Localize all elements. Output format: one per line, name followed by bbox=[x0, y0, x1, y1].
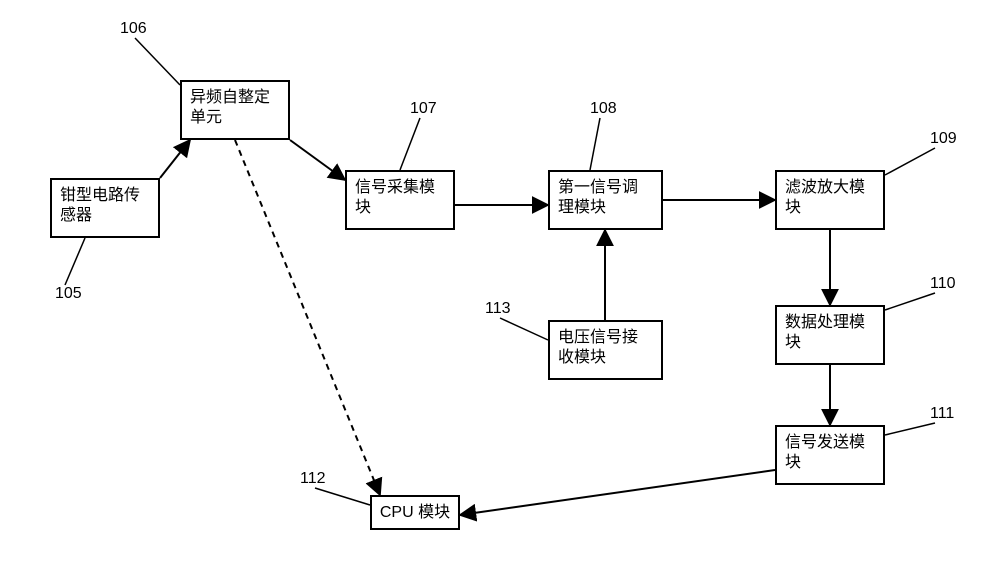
leader-line bbox=[65, 238, 85, 285]
callout-110: 110 bbox=[930, 275, 956, 293]
node-109: 滤波放大模块 bbox=[775, 170, 885, 230]
node-110: 数据处理模块 bbox=[775, 305, 885, 365]
callout-113: 113 bbox=[485, 300, 511, 318]
diagram-canvas: 钳型电路传感器 异频自整定单元 信号采集模块 第一信号调理模块 滤波放大模块 数… bbox=[0, 0, 1000, 576]
callout-111: 111 bbox=[930, 405, 954, 423]
edges-layer bbox=[0, 0, 1000, 576]
callout-108: 108 bbox=[590, 100, 617, 118]
node-label: 异频自整定单元 bbox=[190, 88, 280, 128]
callout-106: 106 bbox=[120, 20, 147, 38]
node-label: CPU 模块 bbox=[380, 503, 450, 523]
node-label: 钳型电路传感器 bbox=[60, 186, 150, 226]
leader-line bbox=[885, 148, 935, 175]
node-111: 信号发送模块 bbox=[775, 425, 885, 485]
node-label: 第一信号调理模块 bbox=[558, 178, 653, 218]
node-107: 信号采集模块 bbox=[345, 170, 455, 230]
edge bbox=[460, 470, 775, 515]
callout-107: 107 bbox=[410, 100, 437, 118]
edge bbox=[160, 140, 190, 178]
leader-line bbox=[400, 118, 420, 170]
callout-105: 105 bbox=[55, 285, 82, 303]
node-105: 钳型电路传感器 bbox=[50, 178, 160, 238]
node-label: 数据处理模块 bbox=[785, 313, 875, 353]
node-label: 信号采集模块 bbox=[355, 178, 445, 218]
leader-line bbox=[315, 488, 370, 505]
leader-line bbox=[500, 318, 548, 340]
callout-109: 109 bbox=[930, 130, 957, 148]
node-112: CPU 模块 bbox=[370, 495, 460, 530]
node-label: 滤波放大模块 bbox=[785, 178, 875, 218]
callout-112: 112 bbox=[300, 470, 326, 488]
leader-line bbox=[885, 423, 935, 435]
leader-line bbox=[135, 38, 180, 85]
leader-line bbox=[885, 293, 935, 310]
node-113: 电压信号接收模块 bbox=[548, 320, 663, 380]
leader-line bbox=[590, 118, 600, 170]
node-106: 异频自整定单元 bbox=[180, 80, 290, 140]
node-label: 电压信号接收模块 bbox=[558, 328, 653, 368]
node-label: 信号发送模块 bbox=[785, 433, 875, 473]
node-108: 第一信号调理模块 bbox=[548, 170, 663, 230]
edge bbox=[290, 140, 345, 180]
